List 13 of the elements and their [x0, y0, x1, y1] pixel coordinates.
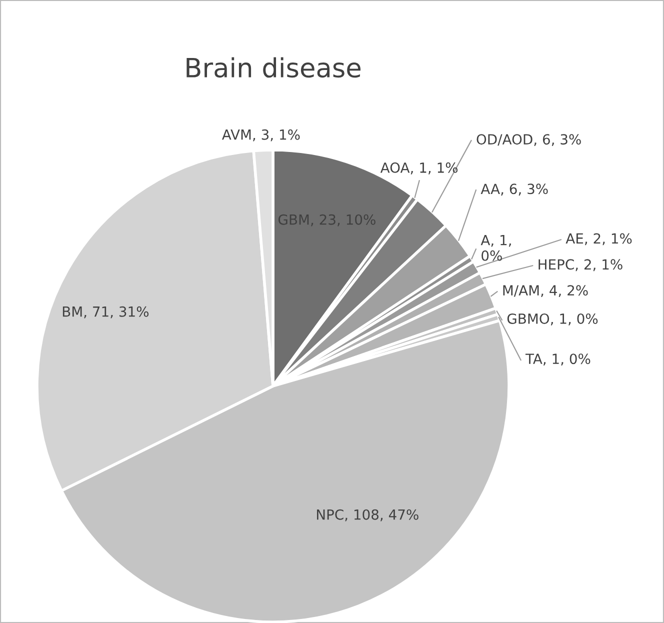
slice-label: M/AM, 4, 2%	[503, 285, 588, 298]
slice-label: AVM, 3, 1%	[222, 129, 300, 142]
slice-label: OD/AOD, 6, 3%	[476, 134, 581, 146]
slice-label: HEPC, 2, 1%	[538, 259, 622, 272]
chart-title: Brain disease	[186, 57, 360, 78]
slice-label: AA, 6, 3%	[480, 184, 548, 196]
slice-label: NPC, 108, 47%	[317, 509, 418, 522]
slice-label: AOA, 1, 1%	[380, 162, 458, 174]
slice-label: GBMO, 1, 0%	[507, 313, 598, 326]
slice-label: AE, 2, 1%	[566, 233, 632, 246]
slice-label: BM, 71, 31%	[62, 306, 149, 318]
slice-label: TA, 1, 0%	[525, 354, 590, 366]
slice-label: A, 1, 0%	[480, 235, 511, 261]
